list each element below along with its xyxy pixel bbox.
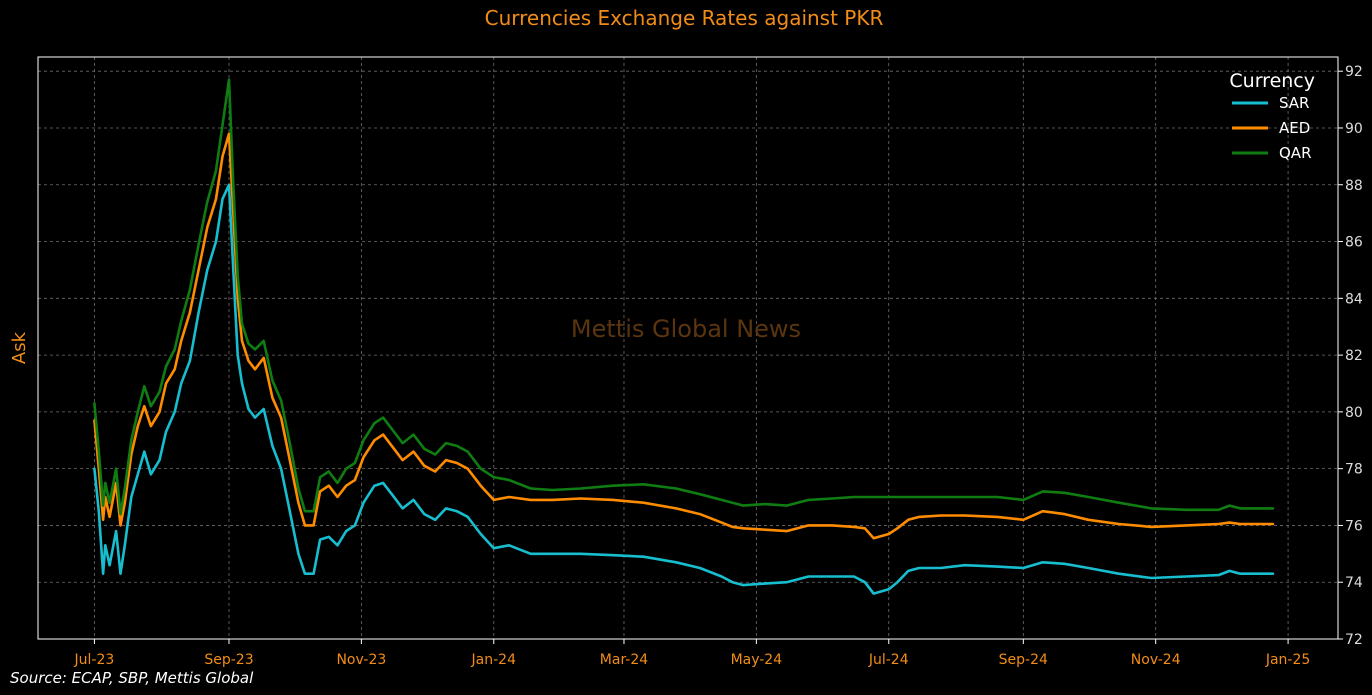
legend-label-sar: SAR [1279, 94, 1309, 112]
series-group [93, 78, 1275, 595]
x-tick-label: May-24 [731, 652, 783, 668]
y-tick-label: 78 [1345, 462, 1363, 478]
chart-title: Currencies Exchange Rates against PKR [485, 6, 884, 30]
y-tick-label: 90 [1345, 121, 1363, 137]
y-tick-label: 80 [1345, 405, 1363, 421]
y-tick-label: 72 [1345, 632, 1363, 648]
x-tick-label: Sep-24 [999, 652, 1048, 668]
y-tick-label: 92 [1345, 64, 1363, 80]
y-axis-label: Ask [9, 331, 30, 364]
x-tick-label: Mar-24 [600, 652, 648, 668]
y-tick-label: 84 [1345, 291, 1363, 307]
legend-label-qar: QAR [1279, 144, 1312, 162]
series-line-qar [93, 78, 1275, 516]
y-tick-label: 86 [1345, 235, 1363, 251]
plot-frame [37, 56, 1339, 640]
x-axis: Jul-23 Sep-23 Nov-23 Jan-24 Mar-24 May-24 Jul-… [74, 639, 1310, 668]
legend-label-aed: AED [1279, 119, 1310, 137]
x-tick-label: Jan-25 [1265, 652, 1310, 668]
x-tick-label: Nov-24 [1131, 652, 1181, 668]
x-tick-label: Jul-23 [74, 652, 115, 668]
y-axis: 72 74 76 78 80 82 84 86 88 90 92 [1338, 64, 1363, 648]
x-tick-label: Jul-24 [868, 652, 909, 668]
legend-items: SAR AED QAR [1232, 94, 1312, 162]
watermark: Mettis Global News [571, 315, 801, 343]
x-tick-label: Nov-23 [336, 652, 386, 668]
y-tick-label: 76 [1345, 518, 1363, 534]
grid [38, 57, 1338, 640]
y-tick-label: 82 [1345, 348, 1363, 364]
x-tick-label: Sep-23 [204, 652, 253, 668]
legend-title: Currency [1229, 70, 1315, 92]
legend[interactable]: Currency SAR AED QAR [1229, 70, 1315, 162]
y-tick-label: 74 [1345, 575, 1363, 591]
x-tick-label: Jan-24 [471, 652, 517, 668]
series-line-aed [93, 132, 1275, 540]
y-tick-label: 88 [1345, 178, 1363, 194]
source-note: Source: ECAP, SBP, Mettis Global [10, 669, 254, 687]
series-line-sar [93, 183, 1275, 595]
